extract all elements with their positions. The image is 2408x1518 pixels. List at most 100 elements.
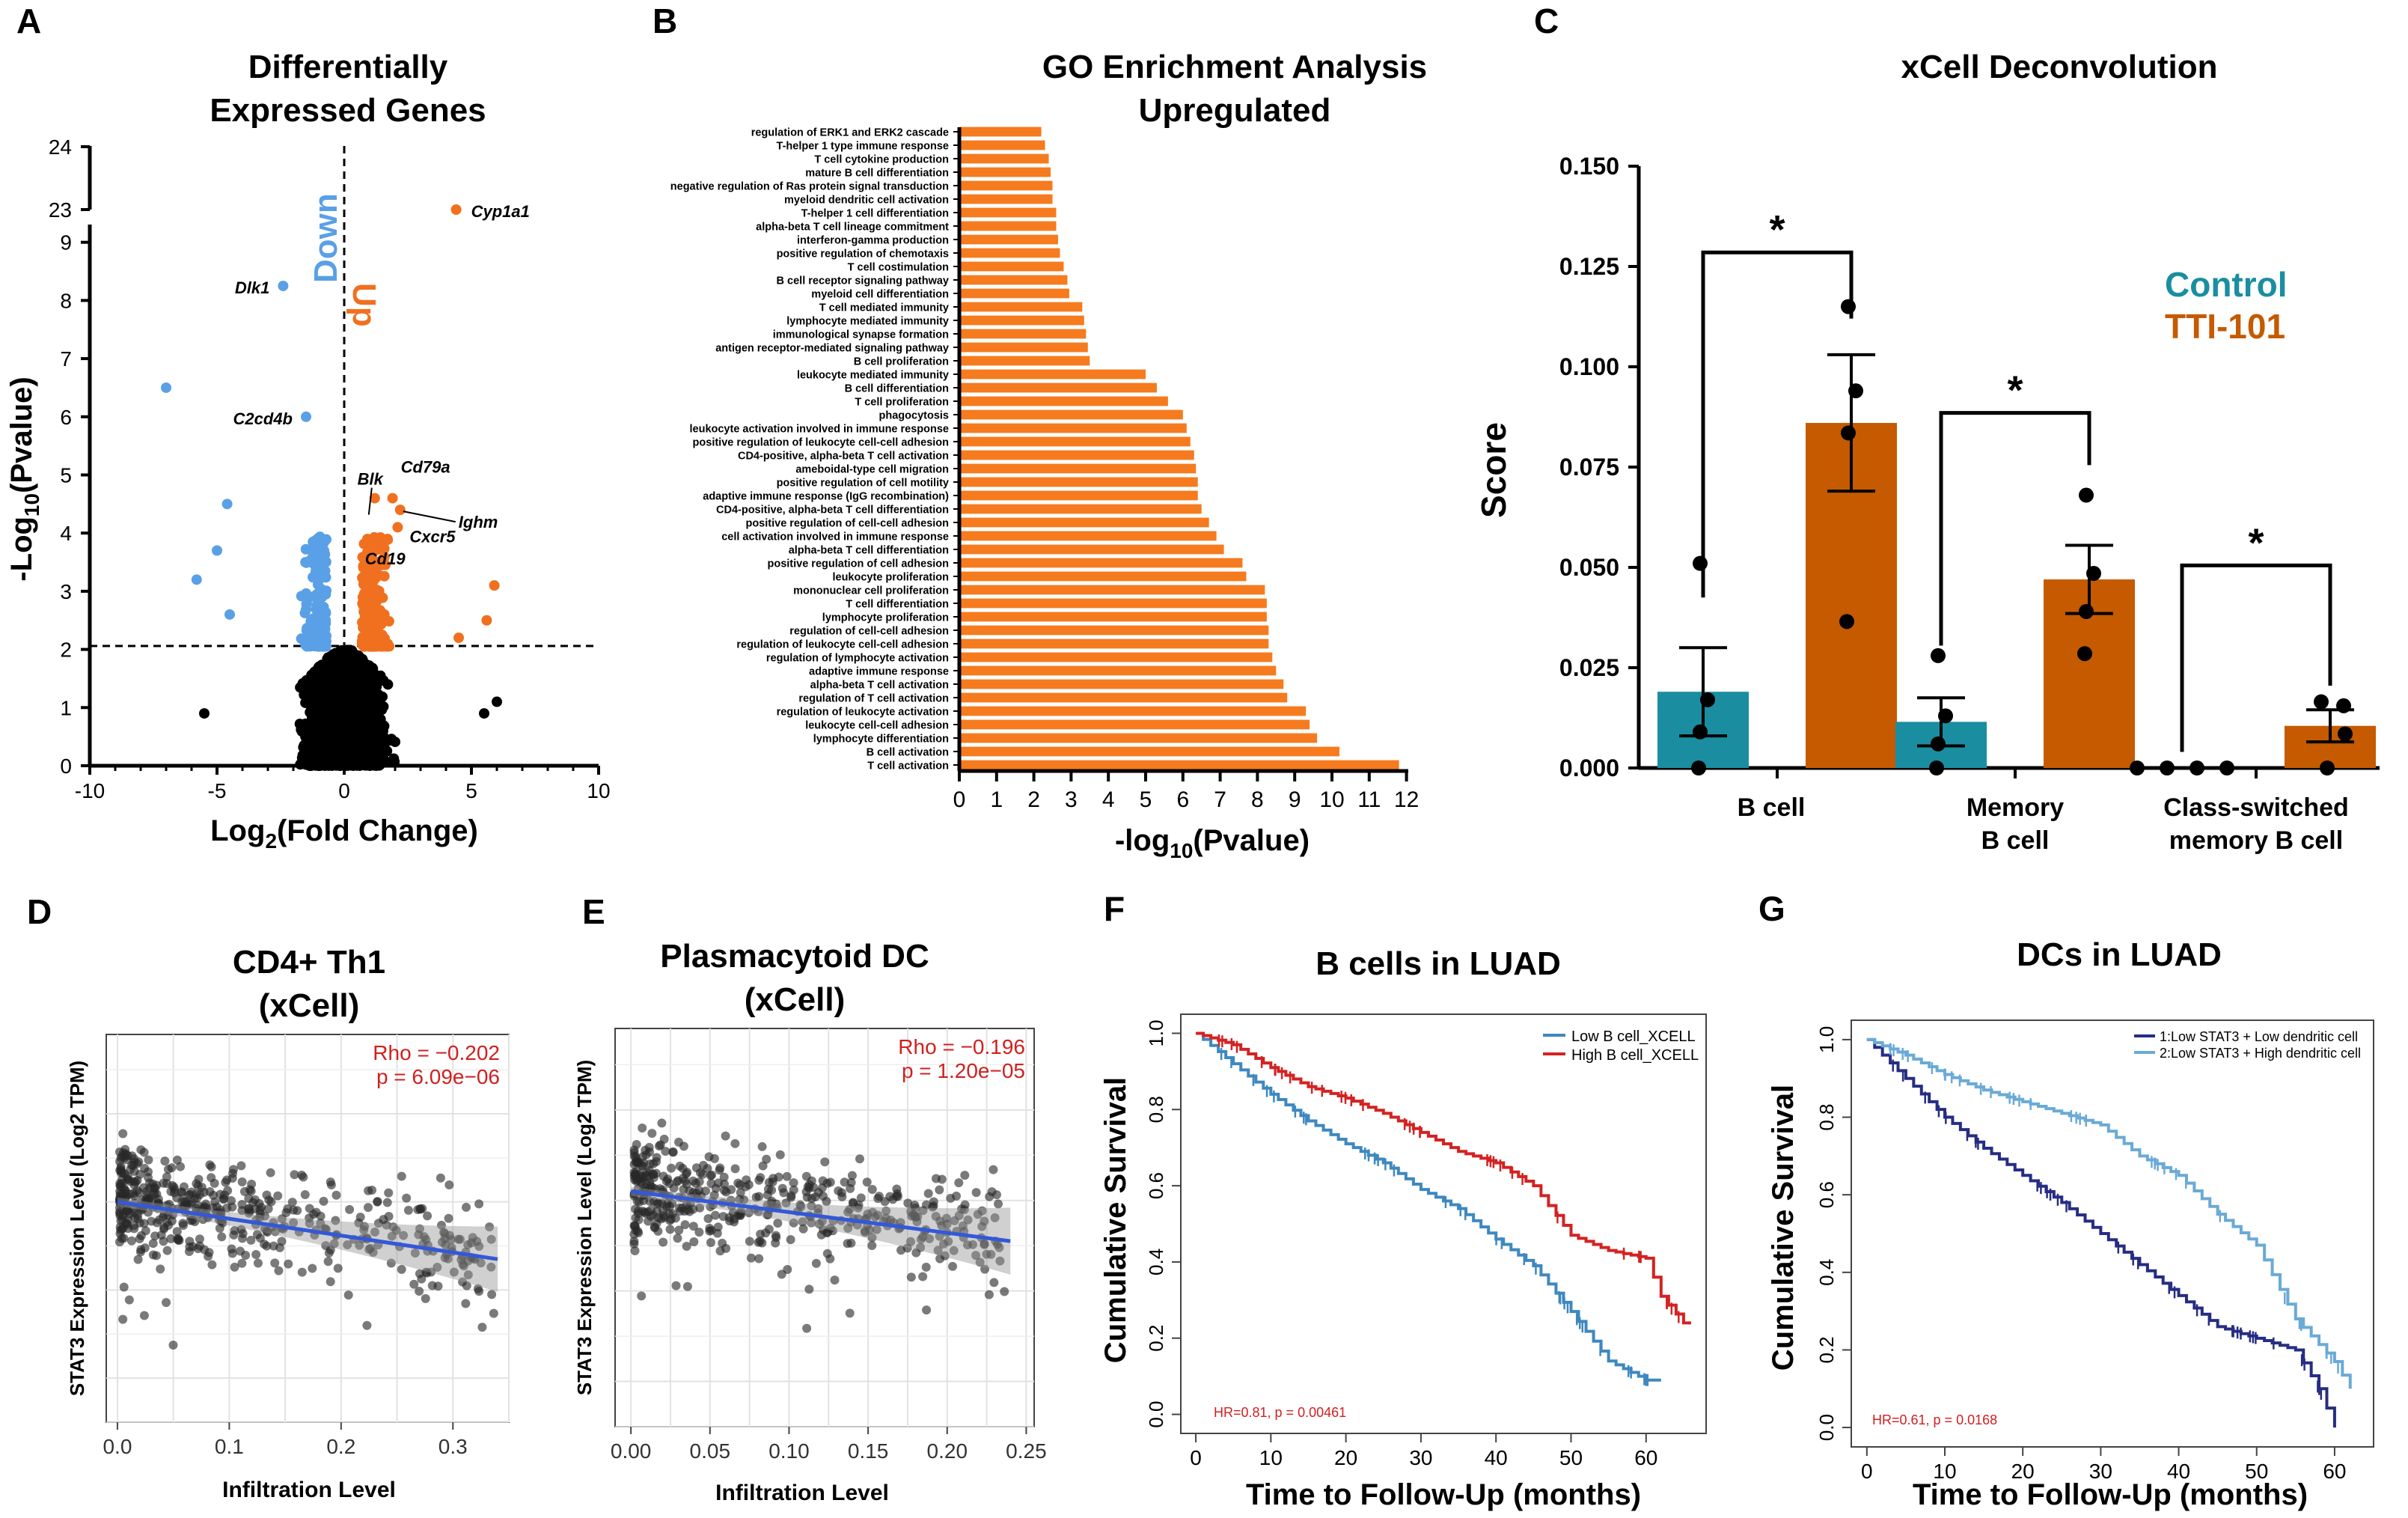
c-y-tick-label: 0.125 <box>1559 253 1619 280</box>
xcell-replicate-point <box>1848 383 1863 399</box>
scatter-point <box>802 1323 812 1333</box>
x-tick-label: 0.1 <box>215 1435 244 1458</box>
scatter-point <box>136 1245 146 1255</box>
scatter-point <box>199 1187 209 1197</box>
go-bar <box>959 194 1053 204</box>
scatter-point <box>630 1246 640 1256</box>
scatter-point <box>754 1254 764 1264</box>
volcano-point-ns <box>384 735 395 746</box>
scatter-point <box>142 1186 152 1196</box>
scatter-point <box>711 1183 721 1193</box>
go-term-label: positive regulation of cell adhesion <box>767 558 949 570</box>
volcano-point-ns <box>360 729 371 740</box>
volcano-point-ns <box>346 713 358 724</box>
go-term-label: regulation of leukocyte cell-cell adhesi… <box>736 639 949 651</box>
b-x-tick-label: 3 <box>1065 787 1078 812</box>
a-x-tick-label: -5 <box>208 779 227 802</box>
scatter-point <box>1000 1287 1009 1296</box>
plot-e-x-ticks: 0.00 0.05 0.10 0.15 0.20 0.25 <box>611 1427 1047 1463</box>
volcano-point-down <box>309 543 320 555</box>
axis-a-x-ticks: -10 -5 0 5 10 <box>75 766 611 802</box>
plot-e-rho: Rho = −0.196 <box>898 1035 1025 1058</box>
scatter-point <box>217 1232 227 1242</box>
scatter-point <box>118 1314 128 1324</box>
scatter-point <box>816 1230 826 1240</box>
volcano-point-ns <box>334 693 346 704</box>
panel-d: D CD4+ Th1 (xCell) 0.0 0.1 0.2 0.3 Rho = −0… <box>27 892 510 1502</box>
volcano-point-ns <box>346 725 358 736</box>
xcell-replicate-point <box>2079 487 2094 503</box>
axis-a-y-label: -Log10(Pvalue) <box>5 377 43 581</box>
km-g-legend-high: 2:Low STAT3 + High dendritic cell <box>2160 1046 2361 1061</box>
scatter-point <box>705 1223 715 1233</box>
go-bar <box>959 382 1157 393</box>
volcano-point-up <box>357 591 368 603</box>
a-y-tick-label: 23 <box>49 198 72 222</box>
scatter-point <box>402 1193 412 1203</box>
scatter-point <box>638 1172 648 1182</box>
volcano-point-ns <box>370 745 381 756</box>
panel-b-title-line2: Upregulated <box>1139 92 1331 129</box>
scatter-point <box>284 1259 293 1269</box>
axis-c-y-ticks: 0.000 0.025 0.050 0.075 0.100 0.125 0.150 <box>1559 153 1639 781</box>
scatter-point <box>984 1290 994 1299</box>
volcano-point-up <box>365 605 376 616</box>
plot-d-x-ticks: 0.0 0.1 0.2 0.3 <box>103 1422 468 1458</box>
go-bar <box>959 719 1310 730</box>
scatter-point <box>689 1237 699 1247</box>
xcell-category-label: Class-switched <box>2163 793 2349 822</box>
go-bar <box>959 625 1269 635</box>
scatter-point <box>129 1166 139 1176</box>
go-bar <box>959 261 1064 272</box>
scatter-point <box>830 1275 840 1285</box>
x-tick-label: 0.2 <box>326 1435 355 1458</box>
go-term-label: lymphocyte proliferation <box>822 612 949 624</box>
xcell-replicate-point <box>1693 724 1708 740</box>
scatter-point <box>669 1183 679 1193</box>
scatter-point <box>757 1141 767 1151</box>
km-g-x-label: Time to Follow-Up (months) <box>1913 1478 2308 1511</box>
km-y-tick-label: 0.8 <box>1815 1103 1838 1130</box>
go-bar <box>959 477 1198 487</box>
go-bar <box>959 760 1399 770</box>
volcano-point-ns <box>317 726 328 737</box>
go-bar <box>959 598 1267 609</box>
panel-c: C xCell Deconvolution 0.0000.0250.0500.0… <box>1474 1 2380 855</box>
go-term-label: T cell activation <box>867 760 949 772</box>
go-bar <box>959 746 1339 757</box>
km-y-tick-label: 0.6 <box>1145 1172 1167 1199</box>
go-bar <box>959 329 1087 339</box>
go-term-label: T cell mediated immunity <box>819 302 949 314</box>
volcano-point-up <box>361 619 373 630</box>
x-tick-label: 0.25 <box>1006 1439 1047 1463</box>
volcano-point-extra <box>492 696 502 707</box>
scatter-point <box>922 1305 932 1315</box>
scatter-point <box>212 1202 221 1212</box>
scatter-point <box>678 1163 688 1173</box>
volcano-point-down <box>304 638 315 650</box>
scatter-point <box>754 1237 763 1247</box>
go-term-label: B cell receptor signaling pathway <box>777 275 949 287</box>
panel-b-letter: B <box>653 1 677 40</box>
b-x-tick-label: 11 <box>1357 787 1381 812</box>
scatter-point <box>703 1214 713 1224</box>
scatter-point <box>300 1189 310 1199</box>
go-term-label: adaptive immune response <box>809 666 949 678</box>
scatter-point <box>867 1184 877 1194</box>
go-term-label: alpha-beta T cell differentiation <box>789 545 949 557</box>
km-g-hr: HR=0.61, p = 0.0168 <box>1872 1412 1997 1427</box>
plot-e-x-label: Infiltration Level <box>715 1481 889 1505</box>
scatter-point <box>632 1139 641 1149</box>
scatter-point <box>960 1171 970 1180</box>
go-term-labels: regulation of ERK1 and ERK2 cascade T-hel… <box>670 127 959 772</box>
scatter-point <box>673 1234 682 1243</box>
go-term-label: immunological synapse formation <box>773 329 949 341</box>
scatter-point <box>644 1142 654 1152</box>
km-g-frame <box>1851 1019 2374 1448</box>
scatter-point <box>921 1262 931 1272</box>
scatter-point <box>168 1340 178 1350</box>
scatter-point <box>719 1186 729 1195</box>
scatter-point <box>718 1238 727 1248</box>
scatter-point <box>637 1291 647 1301</box>
scatter-point <box>952 1191 962 1201</box>
